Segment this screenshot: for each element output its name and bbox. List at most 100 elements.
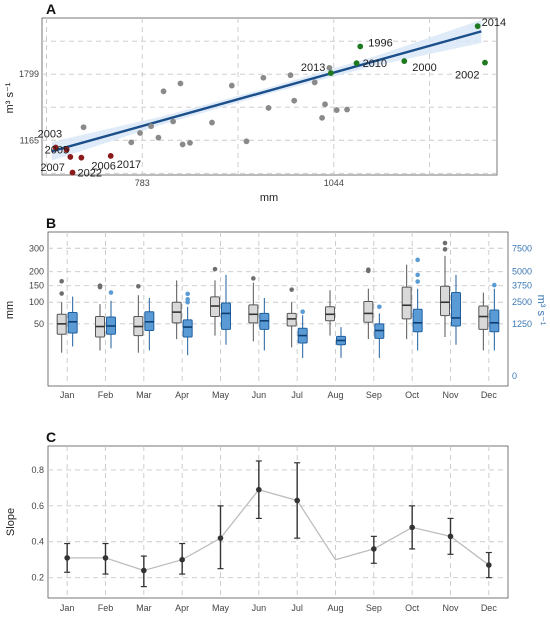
- panel-a-x-title: mm: [260, 192, 278, 204]
- point-label: 2010: [363, 58, 387, 70]
- box-body: [412, 308, 423, 333]
- outlier-point: [212, 266, 218, 272]
- precip-box-mar: [133, 283, 144, 353]
- month-tick-b: Jun: [252, 390, 267, 400]
- point-label: 2005: [45, 145, 69, 157]
- slope-points: [64, 460, 492, 588]
- outlier-point: [59, 291, 64, 296]
- precip-box-jun: [248, 276, 259, 342]
- x-tick-label-a: 1044: [324, 178, 344, 188]
- panel-c-ticks: Jan Feb Mar Apr May Jun Jul Aug Sep Oct Nov Dec 0.2 0…: [31, 465, 497, 613]
- slope-point-jul: [294, 462, 301, 539]
- outlier-point: [415, 272, 420, 278]
- y2-tick-label-b: 5000: [512, 267, 532, 277]
- y-tick-label-a: 1165: [20, 135, 39, 145]
- discharge-box-apr: [182, 291, 193, 356]
- scatter-point-grey: [265, 105, 272, 111]
- month-tick-c: Apr: [175, 603, 189, 613]
- month-tick-b: Feb: [98, 390, 114, 400]
- slope-point-may: [217, 505, 224, 570]
- month-tick-b: Aug: [327, 390, 343, 400]
- panel-b-frame: [47, 231, 509, 387]
- scatter-point-grey: [333, 107, 340, 113]
- slope-marker: [217, 535, 224, 541]
- discharge-box-jul: [297, 309, 308, 358]
- box-body: [401, 286, 412, 320]
- slope-marker: [486, 562, 492, 568]
- panel-b-y2-title: m³ s⁻¹: [535, 295, 547, 326]
- point-label: 2002: [455, 70, 479, 82]
- precip-box-aug: [325, 290, 335, 336]
- outlier-point: [442, 247, 448, 252]
- y-tick-label-c: 0.4: [31, 537, 44, 547]
- fit-line: [51, 30, 482, 153]
- outlier-point: [108, 290, 114, 295]
- panel-letter-b: B: [46, 215, 56, 231]
- month-tick-c: Nov: [442, 603, 459, 613]
- discharge-box-sep: [374, 304, 385, 358]
- slope-point-dec: [485, 551, 492, 579]
- precip-box-feb: [95, 283, 105, 351]
- scatter-point-grey: [322, 101, 328, 108]
- slope-marker: [371, 546, 377, 552]
- panel-c-slope: Jan Feb Mar Apr May Jun Jul Aug Sep Oct Nov Dec 0.2 0…: [5, 445, 509, 613]
- scatter-point-grey: [137, 130, 143, 136]
- scatter-point-grey: [311, 79, 318, 86]
- scatter-point-grey: [228, 82, 235, 89]
- panel-b-y-title: mm: [4, 301, 16, 319]
- precip-box-oct: [401, 264, 412, 340]
- x-tick-label-a: 783: [135, 178, 150, 188]
- scatter-points: [52, 23, 488, 176]
- point-labels: 2003 2005 2007 2006 2017 2022 2013 2010 1996 2000…: [38, 17, 506, 179]
- scatter-point-grey: [155, 134, 162, 141]
- month-tick-b: Oct: [405, 390, 420, 400]
- outlier-point: [415, 257, 420, 263]
- box-series: [56, 240, 500, 358]
- scatter-point-red: [67, 154, 74, 160]
- point-label: 2014: [482, 17, 506, 29]
- discharge-box-jun: [259, 297, 270, 351]
- panel-letter-c: C: [46, 429, 56, 445]
- box-body: [489, 309, 500, 333]
- precip-box-sep: [363, 267, 374, 340]
- point-label: 1996: [368, 37, 392, 49]
- outlier-point: [289, 287, 294, 292]
- month-tick-b: Mar: [136, 390, 152, 400]
- slope-marker: [102, 555, 109, 561]
- panel-c-frame: [47, 445, 509, 599]
- month-tick-c: May: [212, 603, 230, 613]
- outlier-point: [97, 283, 103, 288]
- scatter-point-grey: [326, 64, 333, 71]
- box-body: [440, 285, 450, 317]
- discharge-box-mar: [144, 297, 155, 351]
- discharge-box-jan: [67, 296, 78, 347]
- outlier-point: [442, 240, 448, 246]
- precip-box-jul: [286, 287, 297, 348]
- scatter-point-green: [401, 58, 408, 64]
- scatter-point-green: [327, 70, 334, 76]
- scatter-point-green: [474, 23, 481, 30]
- panel-b-grid: [48, 232, 508, 386]
- y-tick-label-c: 0.2: [31, 573, 44, 583]
- precip-box-jan: [56, 278, 67, 353]
- panel-a-y-title: m³ s⁻¹: [4, 82, 16, 113]
- outlier-point: [136, 283, 141, 289]
- scatter-point-grey: [80, 124, 87, 131]
- outlier-point: [492, 282, 497, 288]
- scatter-point-grey: [209, 119, 215, 126]
- panel-b-ticks: Jan Feb Mar Apr May Jun Jul Aug Sep Oct Nov Dec 50 10…: [29, 243, 532, 400]
- point-label: 2007: [40, 162, 64, 174]
- slope-point-jun: [255, 460, 262, 520]
- discharge-box-feb: [106, 290, 116, 349]
- slope-line: [67, 488, 490, 572]
- outlier-point: [185, 291, 190, 297]
- y-tick-label-b: 200: [29, 267, 44, 277]
- outlier-point: [251, 276, 256, 281]
- box-body: [451, 292, 461, 327]
- scatter-point-grey: [319, 114, 325, 121]
- precip-box-dec: [478, 292, 489, 351]
- month-tick-c: Dec: [481, 603, 498, 613]
- precip-box-may: [210, 266, 220, 336]
- outlier-point: [366, 267, 371, 272]
